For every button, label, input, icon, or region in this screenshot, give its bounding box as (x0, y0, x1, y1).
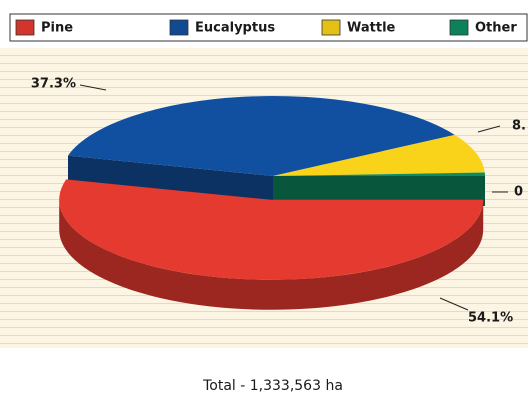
legend-label: Other (475, 21, 517, 36)
leader-line (79, 84, 107, 91)
value-label: 8. (512, 119, 526, 134)
slice (67, 96, 455, 176)
labels: 54.1% 37.3% 8. 0 (31, 77, 526, 326)
leader-line (477, 125, 501, 133)
legend-swatch (449, 19, 469, 36)
value-label: 0 (514, 185, 523, 200)
legend-label: Wattle (347, 21, 396, 36)
legend-label: Pine (41, 21, 73, 36)
slice-face (67, 155, 273, 206)
legend-swatch (321, 19, 341, 36)
slice (59, 179, 484, 280)
value-label: 54.1% (468, 311, 513, 326)
slice-face (273, 176, 485, 206)
slice (273, 172, 485, 176)
leader-line (439, 297, 469, 311)
pie (59, 96, 485, 310)
legend: Pine Eucalyptus Wattle Other (15, 19, 517, 36)
annotation: Total - 1,333,563 ha (202, 378, 343, 394)
legend-swatch (15, 19, 35, 36)
value-label: 37.3% (31, 77, 76, 92)
slice (273, 134, 485, 176)
legend-label: Eucalyptus (195, 21, 275, 36)
slice-side (59, 199, 484, 310)
legend-swatch (169, 19, 189, 36)
legend-box (9, 13, 528, 42)
